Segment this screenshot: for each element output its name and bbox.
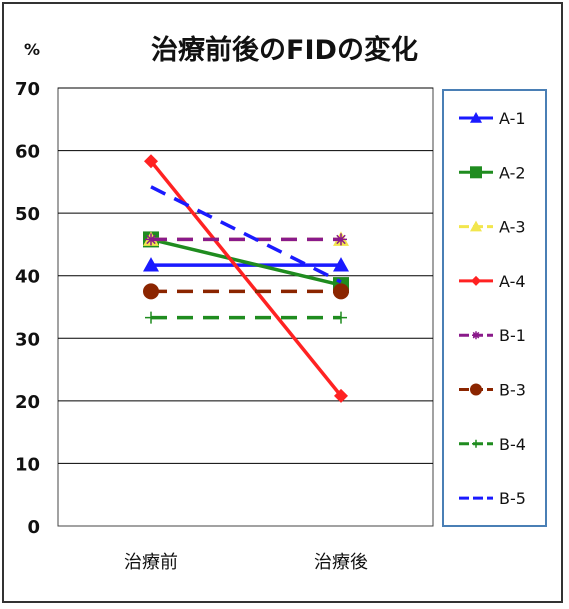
legend-marker-a-1 [470,112,482,123]
y-axis-unit-label: % [24,40,41,59]
y-tick-label: 0 [27,517,40,538]
legend-marker-b-3 [470,383,482,396]
data-point-b-1-1 [145,233,157,246]
data-point-b-3-1 [143,283,159,300]
data-point-a-1-2 [333,257,349,272]
y-tick-label: 60 [15,142,40,163]
legend-label-a-2: A-2 [499,163,526,182]
data-point-b-1-2 [335,233,347,246]
legend-label-a-3: A-3 [499,218,526,237]
y-tick-label: 20 [15,392,40,413]
data-point-a-4-1 [144,154,158,169]
legend-label-a-1: A-1 [499,109,526,128]
legend-marker-a-4 [471,275,481,286]
legend-label-b-5: B-5 [499,489,526,508]
x-tick-label: 治療後 [314,552,368,573]
y-tick-label: 70 [15,79,40,100]
x-tick-label: 治療前 [124,552,178,573]
legend-marker-a-2 [470,166,482,179]
data-point-a-4-2 [334,388,348,403]
y-tick-label: 30 [15,329,40,350]
y-tick-label: 50 [15,204,40,225]
data-point-b-4-1 [145,311,157,324]
legend-label-b-1: B-1 [499,326,526,345]
legend-box [442,89,547,527]
data-point-a-1-1 [143,257,159,272]
plot-area [57,87,434,527]
legend-marker-a-3 [470,220,482,232]
y-tick-label: 10 [15,454,40,475]
data-point-b-4-2 [335,311,347,324]
series-line-a-4 [149,160,343,397]
legend-label-b-3: B-3 [499,381,526,400]
legend-label-a-4: A-4 [499,272,526,291]
series-line-a-2 [150,237,342,287]
legend-label-b-4: B-4 [499,435,526,454]
legend-marker-b-1 [472,331,480,340]
series-line-b-5 [150,185,342,284]
data-point-b-3-2 [333,283,349,300]
chart-title: 治療前後のFIDの変化 [151,35,418,66]
y-tick-label: 40 [15,267,40,288]
legend-marker-b-4 [472,439,480,448]
